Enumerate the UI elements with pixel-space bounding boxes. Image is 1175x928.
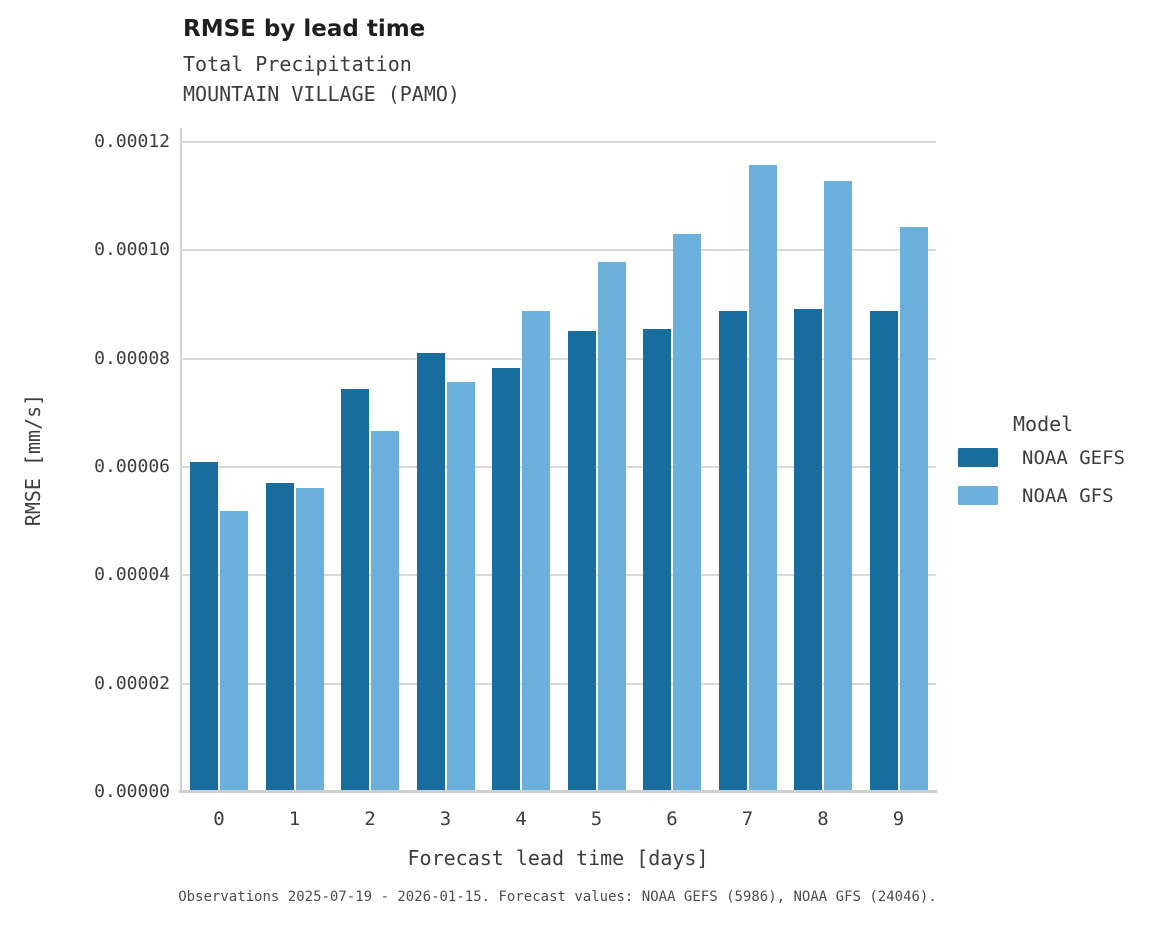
gridline-0.00008 <box>180 357 936 360</box>
y-tick-0.00006: 0.00006 <box>94 456 170 477</box>
gridline-0.00012 <box>180 141 936 143</box>
plot-area <box>179 128 937 793</box>
bar-noaa-gfs-day-9 <box>899 226 928 792</box>
chart-subtitle-variable: Total Precipitation <box>183 52 412 76</box>
bar-noaa-gefs-day-8 <box>794 309 822 792</box>
y-tick-0.00000: 0.00000 <box>94 781 170 802</box>
legend-swatch-noaa-gfs-icon <box>958 486 998 505</box>
bar-noaa-gfs-day-4 <box>522 310 550 792</box>
bar-noaa-gfs-day-2 <box>371 431 399 792</box>
gridline-0.00010 <box>180 249 936 252</box>
legend-label-noaa-gfs: NOAA GFS <box>1022 484 1114 507</box>
x-tick-5: 5 <box>590 808 603 830</box>
observation-caption: Observations 2025-07-19 - 2026-01-15. Fo… <box>178 889 937 905</box>
legend-title: Model <box>1013 412 1074 436</box>
y-tick-0.00012: 0.00012 <box>94 131 170 152</box>
y-tick-0.00002: 0.00002 <box>94 672 170 694</box>
bar-noaa-gefs-day-6 <box>643 328 671 792</box>
x-tick-9: 9 <box>892 808 905 830</box>
bar-noaa-gfs-day-1 <box>295 487 324 792</box>
bar-noaa-gfs-day-6 <box>673 234 701 792</box>
x-axis-label: Forecast lead time [days] <box>407 846 709 870</box>
bar-noaa-gefs-day-5 <box>567 331 596 792</box>
bar-noaa-gfs-day-3 <box>446 382 475 792</box>
bar-noaa-gfs-day-7 <box>748 165 777 792</box>
x-tick-0: 0 <box>213 808 225 830</box>
y-tick-0.00010: 0.00010 <box>94 239 170 261</box>
x-axis-baseline <box>179 790 937 793</box>
x-tick-3: 3 <box>439 808 452 830</box>
chart-subtitle-station: MOUNTAIN VILLAGE (PAMO) <box>183 82 460 106</box>
x-tick-8: 8 <box>817 808 829 830</box>
x-tick-7: 7 <box>741 808 754 830</box>
bar-noaa-gefs-day-2 <box>341 389 369 792</box>
y-tick-0.00004: 0.00004 <box>94 564 170 586</box>
bar-noaa-gefs-day-0 <box>190 461 218 792</box>
legend-item-noaa-gfs: NOAA GFS <box>958 484 1173 507</box>
bar-noaa-gfs-day-0 <box>220 510 248 792</box>
x-tick-4: 4 <box>515 808 527 830</box>
x-tick-6: 6 <box>666 808 678 830</box>
gridline-0.00004 <box>180 574 936 577</box>
bar-noaa-gfs-day-8 <box>824 181 852 792</box>
bar-noaa-gefs-day-3 <box>416 353 445 792</box>
gridline-0.00002 <box>180 682 936 685</box>
bar-noaa-gfs-day-5 <box>597 261 626 792</box>
legend-swatch-noaa-gefs-icon <box>958 448 998 467</box>
x-tick-2: 2 <box>364 808 376 830</box>
bar-noaa-gefs-day-1 <box>265 482 294 792</box>
bar-noaa-gefs-day-9 <box>869 310 898 792</box>
y-axis-line <box>180 128 182 792</box>
bar-noaa-gefs-day-4 <box>492 368 520 792</box>
bar-noaa-gefs-day-7 <box>718 310 747 792</box>
legend: Model NOAA GEFS NOAA GFS <box>958 412 1173 524</box>
x-tick-1: 1 <box>288 808 301 830</box>
legend-item-noaa-gefs: NOAA GEFS <box>958 446 1173 469</box>
y-tick-0.00008: 0.00008 <box>94 347 170 369</box>
gridline-0.00006 <box>180 466 936 468</box>
legend-label-noaa-gefs: NOAA GEFS <box>1022 446 1125 469</box>
chart-title: RMSE by lead time <box>183 16 426 42</box>
